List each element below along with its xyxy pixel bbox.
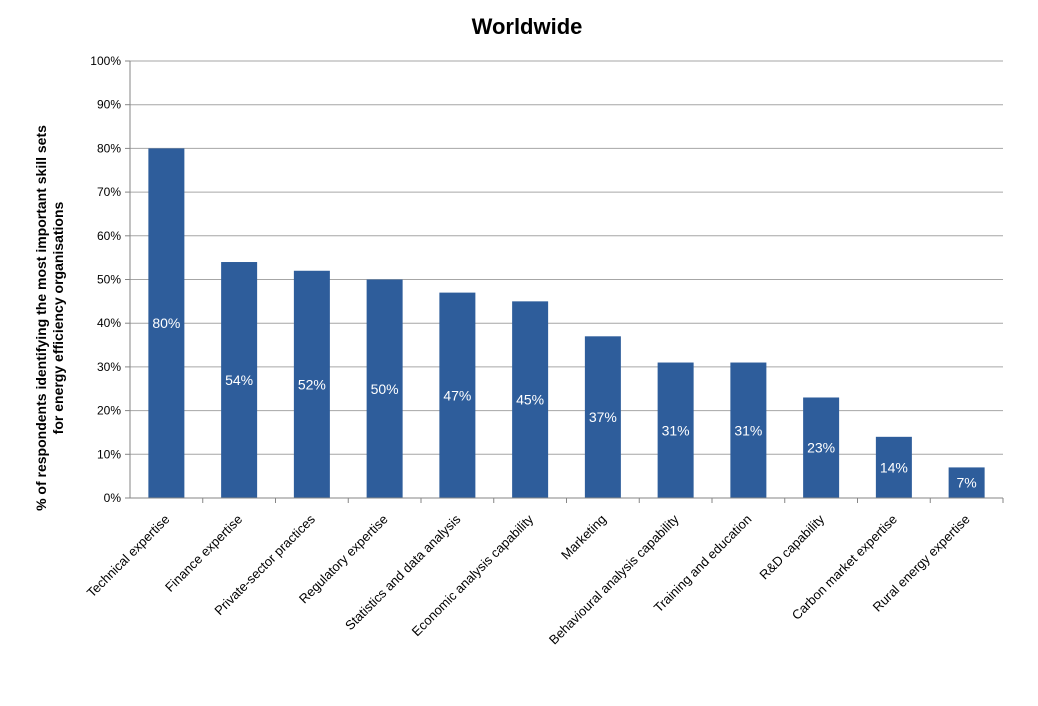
bar — [730, 362, 767, 498]
bar — [366, 279, 403, 498]
data-label: 80% — [152, 315, 180, 331]
bar — [439, 292, 476, 498]
bar — [148, 148, 185, 498]
chart-title: Worldwide — [472, 14, 583, 39]
data-label: 45% — [516, 392, 544, 408]
bar — [221, 262, 258, 498]
y-tick-label: 0% — [104, 491, 122, 505]
x-tick-label: R&D capability — [756, 511, 827, 582]
y-tick-label: 90% — [97, 98, 121, 112]
y-tick-label: 40% — [97, 316, 121, 330]
y-tick-label: 80% — [97, 141, 121, 155]
data-label: 50% — [371, 381, 399, 397]
bar — [948, 467, 985, 498]
x-tick-label: Economic analysis capability — [409, 511, 537, 639]
y-axis-title: % of respondents identifying the most im… — [33, 125, 66, 511]
y-tick-label: 100% — [90, 54, 121, 68]
data-label: 37% — [589, 409, 617, 425]
y-tick-label: 70% — [97, 185, 121, 199]
data-label: 7% — [957, 475, 977, 491]
y-tick-label: 30% — [97, 360, 121, 374]
x-tick-label: Technical expertise — [84, 512, 173, 601]
bar — [584, 336, 621, 498]
bars — [148, 148, 985, 498]
data-label: 31% — [734, 422, 762, 438]
data-labels: 80% 54% 52% 50% 47% 45% 37% 31% 31% 23% 14% 7% — [152, 315, 976, 491]
data-label: 14% — [880, 459, 908, 475]
bar — [657, 362, 694, 498]
y-tick-label: 10% — [97, 447, 121, 461]
data-label: 54% — [225, 372, 253, 388]
bar — [293, 270, 330, 498]
data-label: 47% — [443, 387, 471, 403]
bar — [875, 436, 912, 498]
y-axis-title-line-2: for energy efficiency organisations — [50, 201, 66, 434]
data-label: 31% — [662, 422, 690, 438]
gridlines — [130, 60, 1003, 455]
y-tick-label: 50% — [97, 273, 121, 287]
data-label: 23% — [807, 440, 835, 456]
y-tick-label: 20% — [97, 404, 121, 418]
x-tick-label: Statistics and data analysis — [342, 511, 464, 633]
x-tick-label: Marketing — [558, 512, 609, 563]
x-tick-label: Behavioural analysis capability — [546, 511, 682, 647]
y-tick-label: 60% — [97, 229, 121, 243]
y-axis-ticks: 0% 10% 20% 30% 40% 50% 60% 70% 80% 90% 100% — [90, 54, 130, 505]
bar — [803, 397, 840, 498]
x-tick-label: Finance expertise — [162, 512, 245, 595]
data-label: 52% — [298, 376, 326, 392]
y-axis-title-line-1: % of respondents identifying the most im… — [33, 125, 49, 511]
bar — [512, 301, 549, 498]
